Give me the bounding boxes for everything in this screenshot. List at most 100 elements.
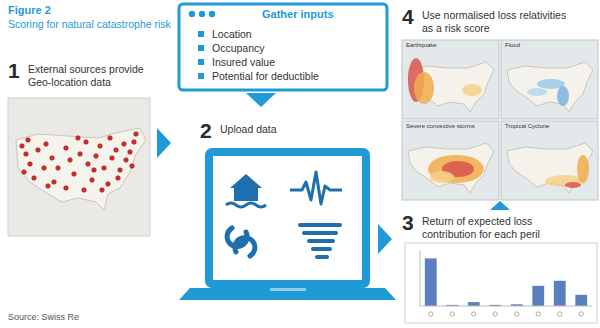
laptop-notch — [270, 288, 306, 291]
category-icon — [450, 312, 454, 316]
location-dot — [94, 154, 99, 159]
map-frame — [8, 98, 150, 236]
hazard-map — [501, 121, 598, 200]
bar — [575, 295, 587, 306]
map-label: Flood — [505, 42, 520, 48]
location-dot — [64, 186, 69, 191]
map-label: Earthquake — [406, 42, 437, 48]
step-text: Return of expected loss contribution for… — [422, 215, 582, 240]
bullet — [198, 73, 204, 79]
hazard-area — [430, 171, 454, 183]
location-dot — [26, 138, 31, 143]
bullet — [198, 31, 204, 37]
step-text: External sources provide Geo-location da… — [28, 63, 156, 88]
location-dot — [84, 140, 89, 145]
location-dot — [24, 152, 29, 157]
location-dot — [76, 136, 81, 141]
location-dot — [124, 158, 129, 163]
y-axis — [420, 250, 421, 306]
icon-tornado — [300, 223, 340, 227]
step-number: 3 — [402, 212, 414, 234]
bar — [554, 281, 566, 306]
canvas — [0, 0, 600, 328]
location-map — [8, 98, 150, 236]
icon-tornado — [313, 247, 330, 251]
arrow — [490, 201, 510, 210]
location-dot — [42, 166, 47, 171]
bullet — [198, 59, 204, 65]
location-dot — [36, 148, 41, 153]
source: Source: Swiss Re — [8, 312, 79, 322]
location-dot — [114, 148, 119, 153]
arrow — [246, 93, 276, 107]
location-dot — [106, 182, 111, 187]
hazard-map — [501, 40, 598, 119]
hazard-area — [557, 86, 569, 106]
location-dot — [92, 168, 97, 173]
laptop-screen — [205, 148, 370, 288]
arrow — [378, 224, 392, 254]
map-label: Severe convective storms — [406, 123, 475, 129]
icon-flood — [234, 187, 258, 201]
input-item: Insured value — [212, 56, 275, 68]
land — [16, 128, 146, 210]
location-dot — [122, 142, 127, 147]
category-icon — [579, 312, 583, 316]
hazard-area — [577, 155, 589, 183]
map-frame — [501, 121, 598, 200]
category-icon — [515, 312, 519, 316]
bar — [425, 258, 437, 306]
hazard-area — [565, 182, 581, 188]
location-dot — [90, 178, 95, 183]
input-item: Potential for deductible — [212, 70, 319, 82]
window-dot — [199, 11, 205, 17]
land — [507, 62, 593, 112]
step-number: 2 — [200, 120, 212, 142]
icon-flood — [230, 174, 262, 188]
location-dot — [46, 184, 51, 189]
location-dot — [110, 156, 115, 161]
step-text: Upload data — [220, 123, 340, 136]
icon-tornado — [304, 231, 336, 235]
location-dot — [56, 166, 61, 171]
category-icon — [472, 312, 476, 316]
location-dot — [28, 162, 33, 167]
location-dot — [128, 150, 133, 155]
location-dot — [118, 168, 123, 173]
hazard-area — [428, 155, 484, 183]
location-dot — [20, 144, 25, 149]
icon-tornado — [317, 255, 327, 259]
map-frame — [402, 121, 499, 200]
location-dot — [72, 172, 77, 177]
location-dot — [86, 162, 91, 167]
step-number: 1 — [8, 60, 20, 82]
window-dot — [189, 11, 195, 17]
bullet — [198, 45, 204, 51]
hazard-area — [414, 72, 434, 104]
icon-earthquake — [290, 172, 342, 204]
step-text: Use normalised loss relativities as a ri… — [422, 9, 572, 34]
title: Scoring for natural catastrophe risk — [8, 18, 171, 30]
location-dot — [78, 152, 83, 157]
map-frame — [402, 40, 499, 119]
location-dot — [22, 170, 27, 175]
location-dot — [116, 176, 121, 181]
arrow — [157, 128, 171, 158]
bars — [425, 258, 587, 306]
category-icon — [429, 312, 433, 316]
location-dot — [64, 146, 69, 151]
location-dot — [130, 164, 135, 169]
location-dot — [32, 176, 37, 181]
location-dot — [134, 132, 139, 137]
icon-cyclone — [237, 238, 245, 246]
location-dot — [132, 140, 137, 145]
hazard-map — [402, 40, 499, 119]
bar — [532, 286, 544, 306]
input-item: Location — [212, 28, 252, 40]
map-frame — [501, 40, 598, 119]
hazard-area — [527, 88, 547, 96]
location-dot — [82, 188, 87, 193]
inputs-title: Gather inputs — [262, 8, 334, 20]
category-icon — [493, 312, 497, 316]
icon-flood — [226, 203, 266, 207]
